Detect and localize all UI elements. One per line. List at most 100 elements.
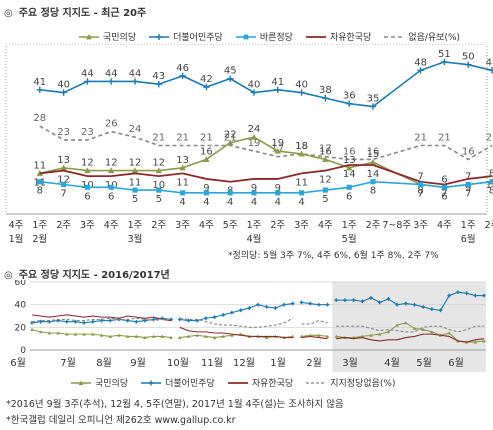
chart1-note: *정의당: 5월 3주 7%, 4주 6%, 6월 1주 8%, 2주 7% [228, 251, 439, 261]
data-label-bareun-party: 6 [441, 191, 447, 202]
data-point-bareun-party [251, 190, 257, 196]
data-label-bareun-party: 6 [108, 191, 114, 202]
data-label-people-party: 16 [200, 146, 213, 157]
data-label-bareun-party: 5 [322, 194, 328, 205]
x-tick-label-week: 4주 [104, 220, 119, 231]
x-tick-label-week: 1주 [128, 220, 143, 231]
x-tick-label-week: 3주 [413, 220, 428, 231]
data-point-democratic-party [227, 75, 234, 82]
data-label-democratic-party: 44 [129, 68, 142, 79]
data-point-democratic-party [369, 296, 373, 300]
x-tick-label-month: 3월 [342, 357, 358, 369]
data-point-people-party [230, 333, 234, 337]
legend-swatch-icon [305, 35, 326, 38]
legend-item-democratic-party: 더불어민주당 [140, 376, 215, 389]
chart1-title: ◎ 주요 정당 지지도 - 최근 20주 [4, 8, 147, 19]
data-point-democratic-party [369, 103, 377, 110]
data-point-democratic-party [36, 86, 43, 93]
data-point-people-party [221, 334, 226, 338]
data-point-democratic-party [308, 301, 312, 306]
data-point-democratic-party [143, 318, 147, 323]
data-point-bareun-party [108, 184, 114, 190]
x-tick-label-week: 1주 [247, 220, 262, 231]
x-tick-label-month: 5월 [416, 357, 432, 369]
data-label-liberty-korea-party: 12 [57, 175, 70, 186]
data-point-democratic-party [186, 318, 191, 323]
series-line-democratic-party [301, 301, 328, 306]
data-label-liberty-korea-party: 7 [441, 189, 447, 200]
x-tick-label-month: 8월 [96, 357, 112, 369]
x-tick-label-week: 3주 [294, 220, 309, 231]
data-point-people-party [403, 321, 408, 325]
data-point-democratic-party [386, 297, 391, 301]
x-tick-label-week: 4주 [199, 220, 214, 231]
x-tick-label-week: 3주 [80, 220, 95, 231]
data-point-democratic-party [456, 290, 460, 294]
data-point-people-party [177, 335, 182, 339]
data-point-democratic-party [247, 306, 252, 310]
data-label-bareun-party: 4 [203, 197, 209, 208]
data-label-bareun-party: 8 [370, 186, 376, 197]
chart1-frame [5, 44, 488, 215]
data-point-people-party [369, 159, 377, 165]
data-point-people-party [56, 331, 60, 335]
chart2-legend: 국민의당 더불어민주당 자유한국당 지지정당없음(%) [70, 376, 407, 389]
data-point-people-party [317, 333, 321, 337]
y-tick-label: 0 [20, 346, 26, 356]
data-label-people-party: 16 [319, 146, 332, 157]
data-point-democratic-party [108, 78, 115, 85]
data-point-bareun-party [37, 179, 43, 185]
data-point-democratic-party [177, 317, 182, 322]
x-tick-label-month: 2월 [306, 357, 322, 369]
data-point-democratic-party [204, 316, 208, 321]
data-label-people-party: 19 [271, 138, 284, 149]
data-point-democratic-party [438, 308, 443, 313]
series-line-no-party [336, 325, 484, 333]
data-label-liberty-korea-party: 14 [343, 169, 356, 180]
data-point-people-party [169, 335, 173, 339]
series-line-liberty-korea-party [301, 335, 328, 340]
data-point-bareun-party [61, 181, 67, 188]
data-point-democratic-party [134, 319, 139, 324]
series-line-democratic-party [179, 302, 293, 322]
x-tick-label-month: 11월 [201, 357, 223, 369]
data-point-people-party [308, 333, 312, 337]
data-label-no-party: 19 [248, 138, 261, 149]
data-label-no-party: 28 [33, 113, 46, 124]
data-point-democratic-party [465, 61, 472, 68]
data-point-people-party [386, 330, 391, 334]
data-label-liberty-korea-party: 9 [465, 183, 471, 194]
data-point-people-party [134, 334, 139, 338]
data-point-democratic-party [282, 302, 286, 307]
data-label-bareun-party: 5 [132, 194, 138, 205]
data-label-liberty-korea-party: 11 [295, 177, 308, 188]
data-point-democratic-party [421, 305, 425, 309]
data-point-bareun-party [84, 184, 90, 190]
data-point-people-party [250, 133, 258, 140]
legend-item-people-party: 국민의당 [78, 30, 136, 43]
x-tick-label-week: 2주 [270, 220, 285, 231]
series-line-liberty-korea-party [336, 333, 485, 343]
legend-swatch-icon [149, 33, 170, 40]
x-tick-label-week: 4주 [318, 220, 333, 231]
legend-item-bareun-party: 바른정당 [235, 30, 293, 43]
data-point-democratic-party [38, 319, 43, 324]
data-point-bareun-party [346, 184, 352, 190]
data-point-democratic-party [403, 301, 408, 306]
data-label-democratic-party: 41 [33, 77, 46, 88]
data-point-democratic-party [317, 302, 321, 307]
series-line-liberty-korea-party [39, 164, 493, 186]
data-point-democratic-party [221, 313, 226, 317]
data-point-democratic-party [325, 302, 330, 307]
data-point-people-party [195, 333, 199, 337]
data-point-democratic-party [256, 302, 260, 307]
data-point-democratic-party [395, 302, 399, 307]
data-label-democratic-party: 51 [438, 49, 451, 60]
data-label-no-party: 18 [295, 141, 308, 152]
data-point-people-party [212, 335, 217, 339]
data-point-people-party [60, 164, 67, 171]
data-point-democratic-party [230, 310, 234, 315]
data-point-democratic-party [108, 318, 113, 323]
data-label-no-party: 21 [486, 133, 493, 144]
legend-item-liberty-korea-party: 자유한국당 [227, 376, 293, 389]
